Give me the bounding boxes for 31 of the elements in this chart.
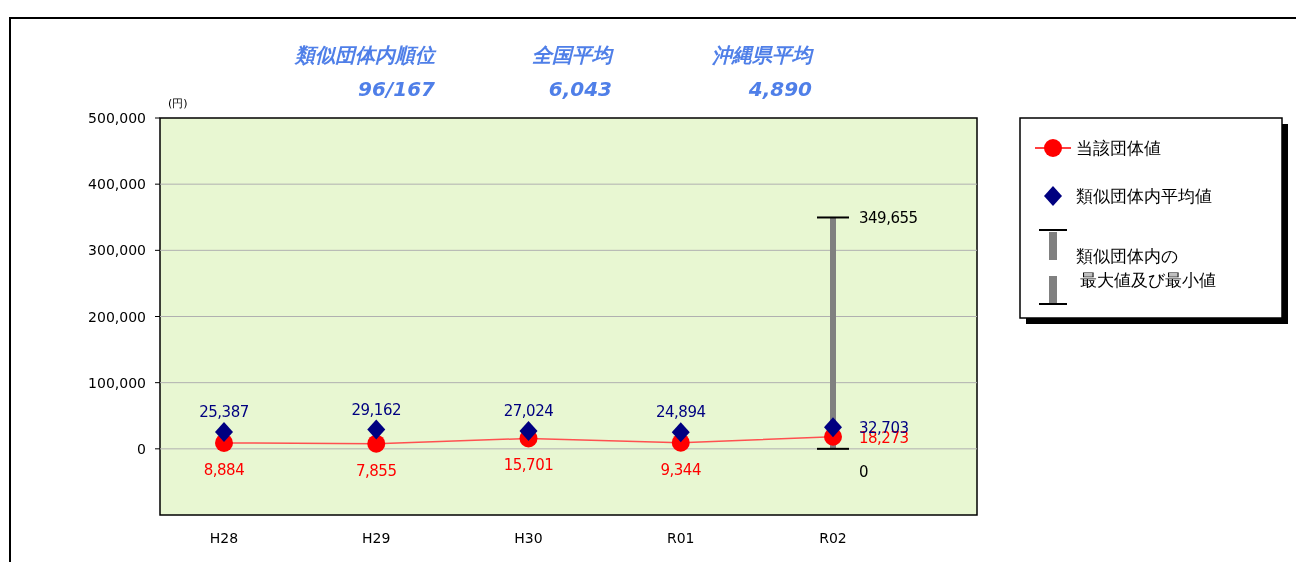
y-tick-label: 100,000 [88, 374, 146, 391]
data-label: 7,855 [356, 461, 397, 480]
annotation: 0 [859, 462, 869, 481]
y-tick-label: 400,000 [88, 176, 146, 193]
y-tick-label: 200,000 [88, 308, 146, 325]
x-tick-label: R01 [666, 530, 695, 546]
annotation: 349,655 [859, 209, 918, 228]
data-label: 24,894 [656, 403, 706, 422]
legend-label: 当該団体値 [1076, 138, 1161, 158]
text: 類似団体内順位 [294, 43, 437, 67]
text: 96/167 [358, 77, 436, 101]
data-label: 29,162 [351, 400, 401, 419]
text: 6,043 [548, 77, 612, 101]
data-label: 25,387 [199, 403, 249, 422]
data-label: 15,701 [503, 456, 554, 475]
y-tick-label: 500,000 [88, 110, 146, 126]
x-tick-label: H28 [209, 530, 239, 546]
x-tick-label: H29 [362, 530, 391, 546]
x-tick-label: H30 [514, 530, 543, 546]
legend-label: 類似団体内平均値 [1076, 186, 1212, 206]
data-label: 8,884 [203, 460, 245, 479]
y-axis-title: (円) [168, 97, 188, 110]
data-label: 9,344 [660, 460, 701, 479]
text: 4,890 [747, 77, 813, 101]
data-label: 27,024 [503, 401, 554, 420]
text: 沖縄県平均 [711, 43, 814, 67]
legend-label: 類似団体内の最大値及び最小値 [1076, 246, 1216, 290]
x-tick-label: R02 [819, 530, 847, 546]
y-tick-label: 0 [137, 440, 146, 457]
y-tick-label: 300,000 [88, 242, 146, 259]
text: 全国平均 [532, 43, 614, 67]
